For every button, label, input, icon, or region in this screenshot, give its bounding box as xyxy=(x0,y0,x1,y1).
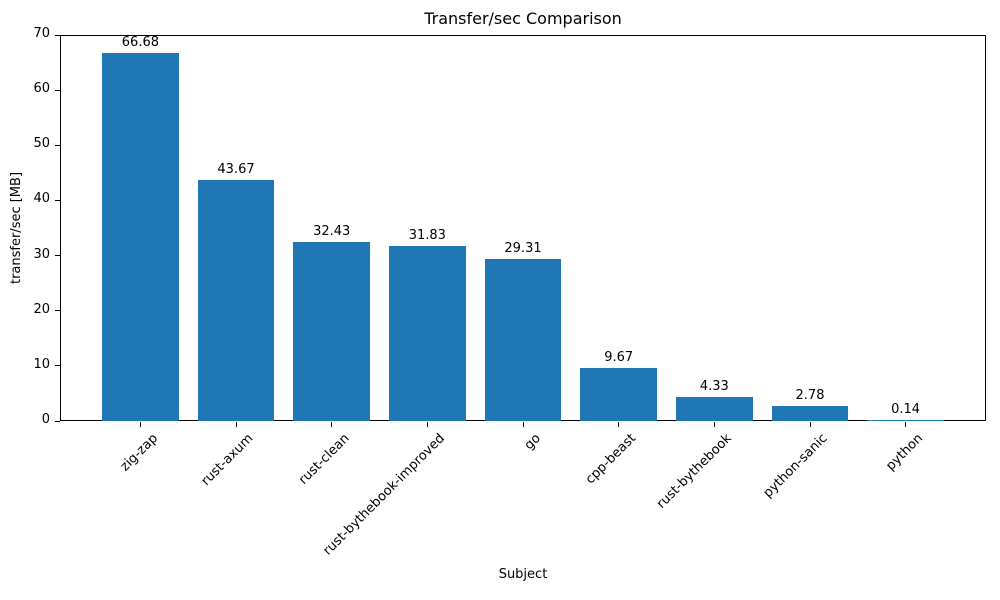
bar-rust-bythebook xyxy=(676,397,753,421)
y-tick-mark xyxy=(55,89,60,91)
x-tick-mark xyxy=(522,422,524,427)
x-tick-mark xyxy=(905,422,907,427)
x-tick-mark xyxy=(235,422,237,427)
y-tick-label: 30 xyxy=(33,246,50,262)
x-tick-label-cpp-beast: cpp-beast xyxy=(583,431,640,488)
bar-value-label: 31.83 xyxy=(408,227,446,243)
y-tick-mark xyxy=(55,255,60,257)
y-tick-label: 70 xyxy=(33,26,50,41)
chart-title: Transfer/sec Comparison xyxy=(424,9,622,28)
x-tick-label-zig-zap: zig-zap xyxy=(117,431,162,475)
bar-value-label: 2.78 xyxy=(795,387,825,403)
x-tick-mark xyxy=(618,422,620,427)
x-tick-label-go: go xyxy=(521,431,544,454)
x-axis-label: Subject xyxy=(498,567,548,582)
y-tick-label: 40 xyxy=(33,191,50,207)
y-tick-mark xyxy=(55,420,60,422)
x-tick-mark xyxy=(426,422,428,427)
y-tick-mark xyxy=(55,310,60,312)
y-tick-label: 10 xyxy=(33,356,50,372)
bar-value-label: 66.68 xyxy=(121,35,159,51)
y-tick-label: 50 xyxy=(33,136,50,152)
bar-value-label: 9.67 xyxy=(604,349,634,365)
x-tick-label-rust-axum: rust-axum xyxy=(198,431,257,489)
x-tick-mark xyxy=(139,422,141,427)
bar-python-sanic xyxy=(771,405,849,421)
bar-value-label: 0.14 xyxy=(891,402,921,417)
bar-value-label: 32.43 xyxy=(313,224,351,240)
bar-rust-bythebook-improved xyxy=(389,245,466,421)
y-tick-mark xyxy=(55,144,60,146)
bar-go xyxy=(484,259,562,421)
bar-cpp-beast xyxy=(580,367,657,421)
x-tick-mark xyxy=(331,422,333,427)
bar-value-label: 43.67 xyxy=(217,162,255,178)
bar-rust-axum xyxy=(197,180,275,421)
bar-value-label: 29.31 xyxy=(504,241,542,257)
y-tick-mark xyxy=(55,199,60,201)
y-tick-mark xyxy=(55,34,60,36)
y-tick-mark xyxy=(55,365,60,367)
y-tick-label: 0 xyxy=(41,412,50,427)
bar-python xyxy=(867,420,944,421)
x-tick-mark xyxy=(809,422,811,427)
bar-value-label: 4.33 xyxy=(699,379,729,395)
x-tick-label-python-sanic: python-sanic xyxy=(760,431,831,501)
x-tick-label-rust-bythebook: rust-bythebook xyxy=(654,431,735,512)
y-tick-label: 20 xyxy=(33,301,50,317)
bar-rust-clean xyxy=(293,242,370,421)
y-axis-label: transfer/sec [MB] xyxy=(9,171,24,285)
x-tick-mark xyxy=(713,422,715,427)
x-tick-label-python: python xyxy=(883,431,927,474)
y-tick-label: 60 xyxy=(33,81,50,97)
x-tick-label-rust-clean: rust-clean xyxy=(295,431,353,488)
bar-zig-zap xyxy=(102,53,179,421)
